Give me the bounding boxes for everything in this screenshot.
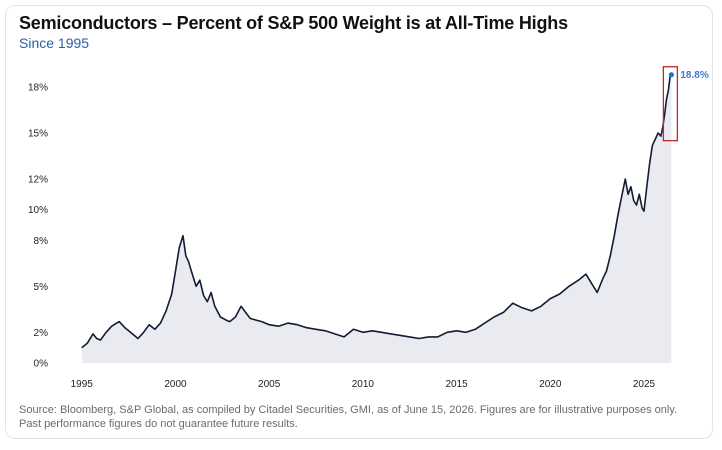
series-line <box>81 73 672 349</box>
chart-subtitle: Since 1995 <box>19 35 90 51</box>
x-tick-label: 1995 <box>71 379 94 390</box>
x-tick-label: 2020 <box>539 379 562 390</box>
x-tick-label: 2005 <box>258 379 281 390</box>
highlight-box <box>662 66 679 142</box>
end-point-marker <box>668 72 674 78</box>
end-value-label: 18.8% <box>680 70 708 81</box>
y-tick-label: 0% <box>34 359 49 370</box>
x-tick-label: 2025 <box>633 379 656 390</box>
y-tick-label: 18% <box>28 83 48 94</box>
source-note: Source: Bloomberg, S&P Global, as compil… <box>19 404 678 430</box>
chart-plot: 0% 2% 5% 8% 10% 12% 15% 18% 1995 2000 2005 2010 201… <box>28 66 709 390</box>
chart-title: Semiconductors – Percent of S&P 500 Weig… <box>19 13 568 33</box>
x-tick-label: 2000 <box>164 379 187 390</box>
y-tick-label: 15% <box>28 129 48 140</box>
y-tick-label: 10% <box>28 205 48 216</box>
series-area <box>81 74 672 363</box>
x-tick-label: 2015 <box>445 379 468 390</box>
chart-card: Semiconductors – Percent of S&P 500 Weig… <box>5 5 713 439</box>
y-tick-label: 2% <box>34 328 49 339</box>
x-tick-label: 2010 <box>352 379 375 390</box>
y-tick-label: 5% <box>34 282 49 293</box>
y-tick-label: 8% <box>34 236 49 247</box>
y-tick-label: 12% <box>28 175 48 186</box>
x-axis-ticks: 1995 2000 2005 2010 2015 2020 2025 <box>71 379 656 390</box>
y-axis-ticks: 0% 2% 5% 8% 10% 12% 15% 18% <box>28 83 48 370</box>
